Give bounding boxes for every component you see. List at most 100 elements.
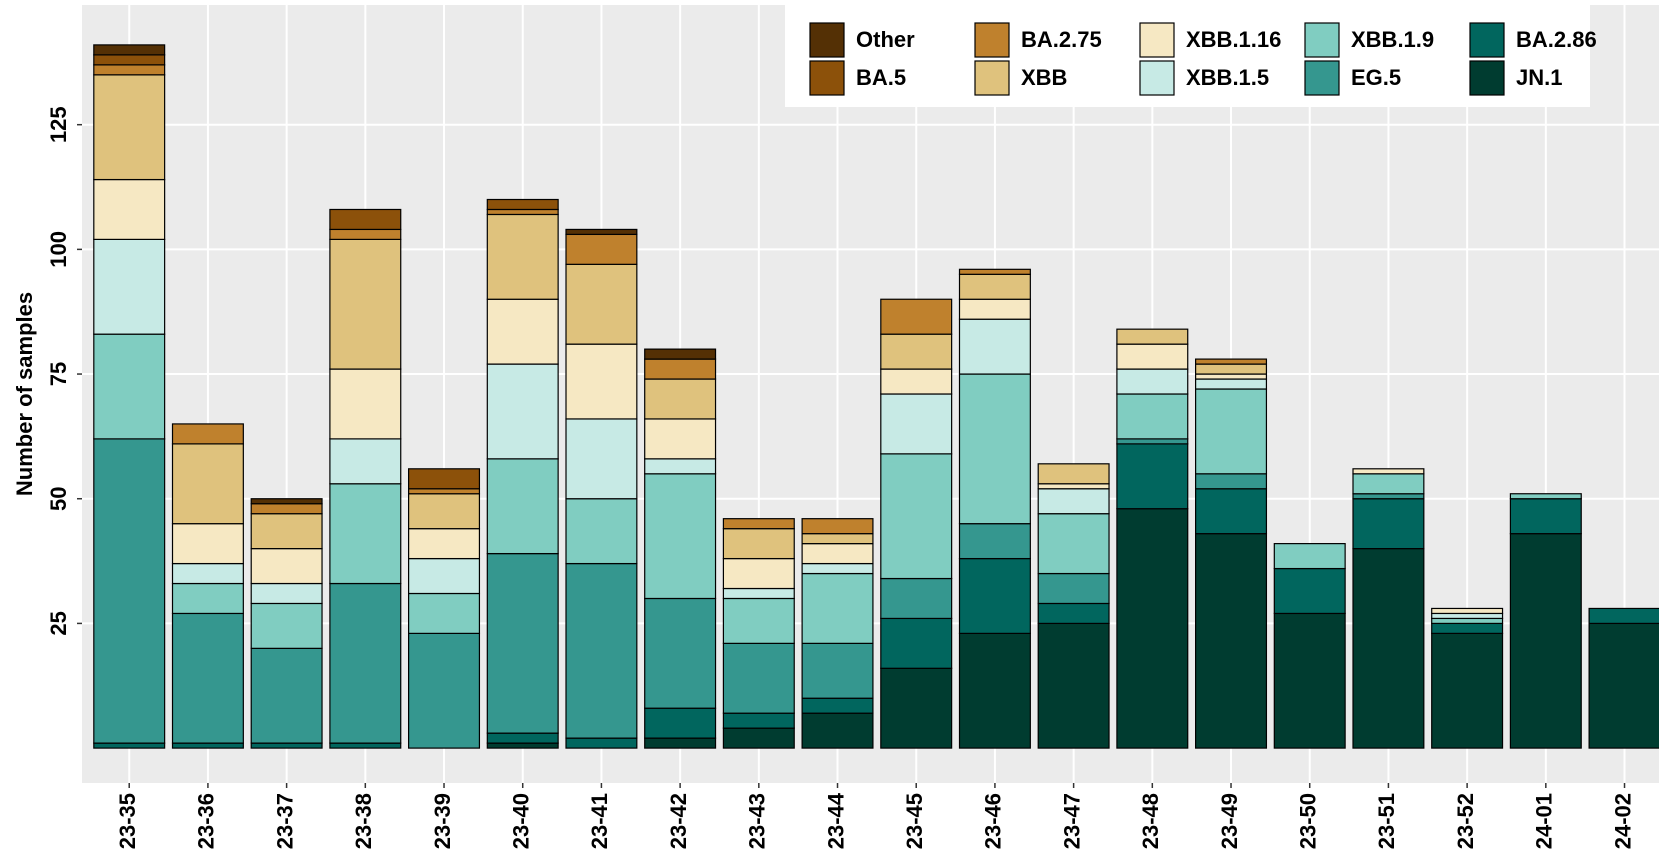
legend-box [785, 5, 1590, 107]
x-tick-label: 23-39 [430, 793, 455, 849]
bar-segment [722, 587, 795, 600]
bar-segment [1509, 533, 1582, 749]
bar-segment [958, 298, 1031, 320]
bar-segment [644, 707, 717, 739]
bar-segment [1116, 328, 1189, 345]
bar-segment [1037, 572, 1110, 605]
bar-segment [958, 523, 1031, 560]
bar-segment [644, 378, 717, 420]
legend-label: BA.5 [856, 65, 906, 90]
bar-segment [801, 697, 874, 714]
y-tick-label: 50 [46, 486, 71, 510]
legend-label: XBB.1.5 [1186, 65, 1269, 90]
bar-segment [1037, 513, 1110, 575]
bar-segment [722, 557, 795, 590]
bar-segment [408, 493, 481, 530]
x-tick-label: 23-49 [1217, 793, 1242, 849]
bar-segment [880, 453, 953, 580]
bar-segment [329, 228, 402, 240]
bar-segment [329, 483, 402, 585]
bar-segment [1037, 488, 1110, 515]
bar-segment [408, 632, 481, 749]
x-tick-label: 23-50 [1296, 793, 1321, 849]
bar-segment [486, 552, 559, 734]
bar-segment [644, 473, 717, 600]
bar-segment [329, 742, 402, 749]
bar-segment [1116, 368, 1189, 395]
bar-segment [408, 468, 481, 490]
bar-segment [1195, 388, 1268, 475]
x-tick-label: 23-36 [194, 793, 219, 849]
bar-segment [958, 632, 1031, 749]
bar-segment [486, 742, 559, 749]
bar-segment [958, 373, 1031, 525]
bar-segment [565, 418, 638, 500]
bar-segment [329, 238, 402, 370]
bar-segment [1273, 543, 1346, 570]
bar-segment [1588, 607, 1659, 625]
y-tick-label: 100 [46, 231, 71, 268]
bar-segment [408, 592, 481, 634]
bar-segment [644, 418, 717, 460]
legend-label: BA.2.75 [1021, 27, 1102, 52]
bar-segment [93, 238, 166, 335]
legend-label: XBB [1021, 65, 1067, 90]
bar-segment [644, 597, 717, 709]
legend-swatch [809, 22, 845, 58]
bar-segment [880, 298, 953, 335]
x-tick-label: 23-42 [666, 793, 691, 849]
legend-swatch [974, 60, 1010, 96]
legend-swatch [1304, 60, 1340, 96]
x-tick-label: 23-44 [823, 792, 848, 849]
bar-segment [93, 44, 166, 56]
bar-segment [329, 368, 402, 440]
x-tick-label: 23-40 [509, 793, 534, 849]
bar-segment [565, 737, 638, 749]
bar-segment [722, 518, 795, 530]
bar-segment [1431, 607, 1504, 615]
bar-segment [722, 528, 795, 560]
bar-segment [486, 363, 559, 460]
bar-segment [1352, 473, 1425, 495]
bar-segment [1195, 473, 1268, 490]
bar-segment [1195, 358, 1268, 365]
bar-segment [880, 333, 953, 370]
bar-segment [880, 368, 953, 395]
legend-label: BA.2.86 [1516, 27, 1597, 52]
legend-swatch [1139, 60, 1175, 96]
bar-segment [1588, 622, 1659, 749]
bar-segment [1273, 612, 1346, 749]
bar-segment [801, 712, 874, 749]
bar-segment [171, 582, 244, 615]
x-tick-label: 23-45 [902, 793, 927, 849]
legend-swatch [1469, 22, 1505, 58]
bar-segment [93, 64, 166, 76]
bar-segment [408, 557, 481, 595]
bar-segment [408, 488, 481, 495]
bar-segment [329, 208, 402, 231]
bar-segment [93, 438, 166, 744]
legend-swatch [1304, 22, 1340, 58]
bar-segment [250, 602, 323, 649]
bar-segment [1352, 493, 1425, 500]
bar-segment [1116, 438, 1189, 445]
bar-segment [644, 348, 717, 360]
bar-segment [722, 597, 795, 644]
x-tick-label: 24-02 [1610, 793, 1635, 849]
bar-segment [958, 557, 1031, 634]
bar-segment [880, 617, 953, 669]
bar-segment [880, 577, 953, 620]
legend-label: XBB.1.9 [1351, 27, 1434, 52]
bar-segment [171, 612, 244, 744]
bar-segment [1509, 498, 1582, 535]
x-tick-label: 23-48 [1138, 793, 1163, 849]
bar-segment [93, 178, 166, 240]
bar-segment [1195, 378, 1268, 390]
bar-segment [958, 318, 1031, 375]
bar-segment [1116, 508, 1189, 749]
bar-segment [1431, 617, 1504, 625]
bar-segment [486, 208, 559, 216]
x-tick-label: 24-01 [1532, 793, 1557, 849]
bar-segment [1195, 533, 1268, 749]
bar-segment [801, 642, 874, 699]
